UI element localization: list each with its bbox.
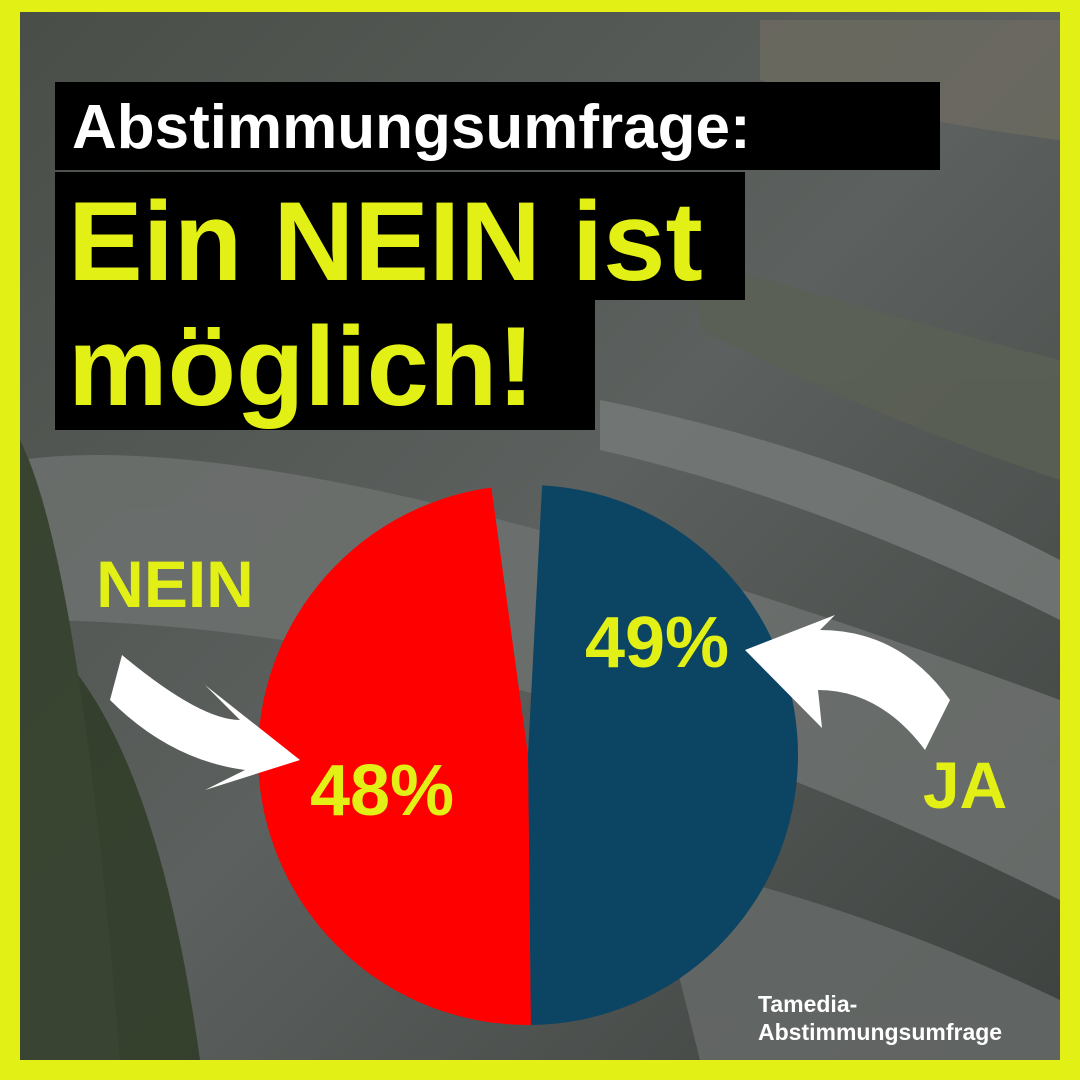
- pie-slice: [528, 485, 799, 1025]
- slice-label: NEIN: [96, 547, 254, 621]
- headline: möglich!: [68, 304, 535, 429]
- title-box: [55, 82, 940, 170]
- title: Abstimmungsumfrage:: [72, 93, 751, 162]
- headline-box: [55, 172, 745, 300]
- source: Abstimmungsumfrage: [758, 1019, 1002, 1045]
- arrow: [745, 615, 950, 750]
- headline: Ein NEIN ist: [68, 179, 703, 304]
- headline-box: [55, 298, 595, 430]
- arrow: [110, 655, 300, 790]
- slice-label: JA: [923, 748, 1007, 822]
- pie: [257, 485, 799, 1026]
- value-label: 49%: [585, 603, 729, 683]
- source: Tamedia-: [758, 991, 857, 1017]
- pie-slice: [257, 487, 531, 1026]
- value-label: 48%: [310, 751, 454, 831]
